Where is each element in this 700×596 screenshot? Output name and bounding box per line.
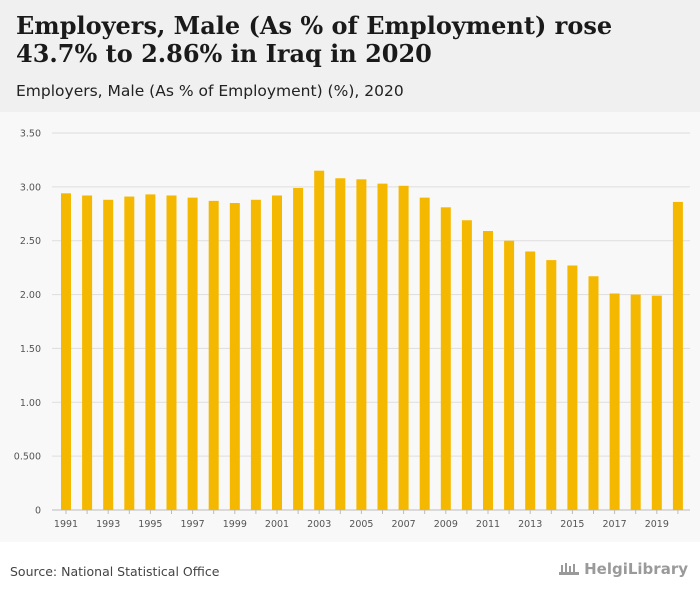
y-tick-label: 2.00 <box>20 290 41 301</box>
x-tick-label: 2005 <box>349 519 373 530</box>
bar-2006 <box>377 183 388 510</box>
bar-chart: 0 0.500 1.00 1.50 2.00 2.50 3.00 3.50 1991 1993 19… <box>14 129 690 530</box>
bar-2008 <box>419 197 430 510</box>
y-tick-label: 0 <box>35 506 41 517</box>
y-tick-label: 3.00 <box>20 182 41 193</box>
bar-1999 <box>229 203 240 510</box>
bar-1991 <box>61 193 71 510</box>
y-tick-label: 2.50 <box>20 236 41 247</box>
header: Employers, Male (As % of Employment) ros… <box>0 0 700 112</box>
x-tick-label: 2017 <box>603 519 627 530</box>
bar-2018 <box>630 294 641 510</box>
y-tick-label: 1.50 <box>20 344 41 355</box>
bar-1995 <box>145 194 156 510</box>
x-tick-label: 1997 <box>181 519 205 530</box>
bar-2015 <box>567 265 578 510</box>
x-tick-label: 1991 <box>54 519 78 530</box>
bar-2007 <box>398 185 409 510</box>
y-tick-label: 0.500 <box>14 452 41 463</box>
bar-2012 <box>504 240 515 510</box>
bar-2003 <box>314 170 325 510</box>
x-tick-label: 1999 <box>223 519 247 530</box>
bar-1994 <box>124 196 135 510</box>
source-note: Source: National Statistical Office <box>10 564 220 579</box>
bar-2017 <box>609 293 620 510</box>
bar-1997 <box>187 197 198 510</box>
chart-subtitle: Employers, Male (As % of Employment) (%)… <box>16 82 404 100</box>
bar-1998 <box>208 200 219 511</box>
x-tick-label: 1993 <box>96 519 120 530</box>
library-icon <box>559 563 580 575</box>
y-tick-label: 1.00 <box>20 398 41 409</box>
bar-2004 <box>335 178 346 510</box>
x-tick-label: 2013 <box>518 519 542 530</box>
x-tick-label: 2019 <box>645 519 669 530</box>
bar-1992 <box>82 195 93 510</box>
brand-logo[interactable]: HelgiLibrary <box>558 560 688 578</box>
bar-2002 <box>293 187 304 510</box>
bar-2019 <box>651 295 662 510</box>
x-tick-label: 2007 <box>392 519 416 530</box>
brand-name: HelgiLibrary <box>584 560 688 578</box>
footer: Source: National Statistical Office Helg… <box>0 542 700 596</box>
y-tick-label: 3.50 <box>20 129 41 140</box>
bar-2010 <box>461 220 472 510</box>
bar-2011 <box>483 231 493 510</box>
bar-1993 <box>103 199 114 510</box>
bar-2005 <box>356 179 367 510</box>
bar-2001 <box>272 195 282 510</box>
bar-2020 <box>672 201 683 510</box>
bar-2013 <box>525 251 536 510</box>
x-tick-label: 1995 <box>138 519 162 530</box>
x-tick-label: 2001 <box>265 519 289 530</box>
bar-2014 <box>546 260 557 510</box>
bar-2000 <box>250 199 261 510</box>
x-tick-label: 2003 <box>307 519 331 530</box>
x-tick-label: 2015 <box>560 519 584 530</box>
bar-2009 <box>440 207 451 510</box>
bar-2016 <box>588 276 599 510</box>
page-title: Employers, Male (As % of Employment) ros… <box>16 11 613 68</box>
x-tick-label: 2011 <box>476 519 500 530</box>
x-tick-label: 2009 <box>434 519 458 530</box>
chart-area: 0 0.500 1.00 1.50 2.00 2.50 3.00 3.50 1991 1993 19… <box>0 112 700 542</box>
bar-1996 <box>166 195 177 510</box>
